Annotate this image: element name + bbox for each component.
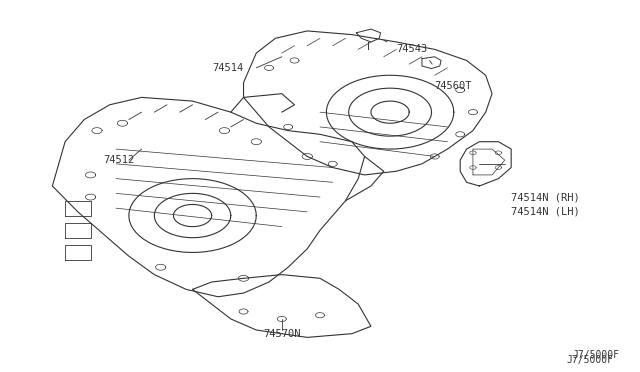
Text: 74543: 74543 (396, 44, 428, 54)
Text: 74514: 74514 (212, 63, 244, 73)
Text: 74514N (RH): 74514N (RH) (511, 192, 580, 202)
Text: 74514N (LH): 74514N (LH) (511, 207, 580, 217)
Text: 74570N: 74570N (263, 329, 301, 339)
Text: J7/5000F: J7/5000F (566, 355, 613, 365)
Text: 74512: 74512 (103, 155, 134, 165)
Text: 74560T: 74560T (435, 81, 472, 91)
Text: J7/5000F: J7/5000F (573, 350, 620, 359)
